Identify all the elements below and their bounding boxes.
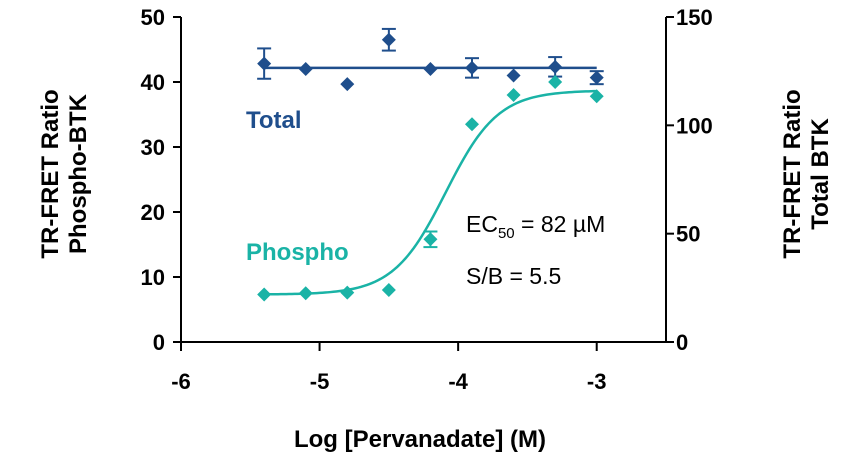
chart-axes: 0 10 20 30 40 50 0 50 100 150 -6 -5 -4 -3 — [141, 5, 713, 394]
data-point-phospho — [589, 89, 604, 104]
data-point-phospho — [423, 232, 438, 247]
y-right-tick-label: 0 — [676, 330, 688, 355]
series-label-total: Total — [246, 107, 302, 134]
data-point-total — [298, 62, 313, 76]
y-right-tick-label: 50 — [676, 222, 700, 247]
y-left-tick-label: 0 — [153, 330, 165, 355]
data-point-total — [548, 59, 563, 74]
y-axis-left-title-line1: TR-FRET Ratio — [37, 89, 64, 258]
data-point-total — [381, 32, 396, 47]
data-point-phospho — [381, 283, 396, 297]
ec50-value: = 82 µM — [515, 211, 606, 237]
y-left-tick-label: 40 — [141, 70, 165, 95]
data-point-phospho — [340, 285, 355, 300]
data-point-phospho — [506, 88, 521, 102]
series-label-phospho: Phospho — [246, 239, 349, 266]
data-point-total — [465, 60, 479, 75]
sb-annotation: S/B = 5.5 — [466, 263, 561, 289]
y-left-tick-label: 10 — [141, 265, 165, 290]
data-points — [257, 27, 604, 302]
ec50-subscript: 50 — [498, 225, 515, 242]
data-point-phospho — [548, 75, 563, 89]
y-right-tick-label: 100 — [676, 113, 713, 138]
x-tick-label: -3 — [587, 369, 607, 394]
data-point-phospho — [298, 286, 313, 301]
data-point-total — [257, 56, 272, 71]
ec50-annotation: EC50 = 82 µM — [466, 211, 605, 242]
x-tick-label: -6 — [171, 369, 191, 394]
x-tick-label: -5 — [310, 369, 330, 394]
y-left-tick-label: 30 — [141, 135, 165, 160]
y-right-tick-label: 150 — [676, 5, 713, 30]
x-axis-title: Log [Pervanadate] (M) — [294, 426, 546, 453]
y-axis-right-title-line2: Total BTK — [807, 118, 834, 230]
data-point-phospho — [465, 117, 479, 132]
ec50-prefix: EC — [466, 211, 498, 237]
data-point-total — [506, 68, 521, 83]
data-point-total — [340, 77, 355, 92]
fit-curve-phospho — [264, 89, 597, 296]
y-left-tick-label: 50 — [141, 5, 165, 30]
y-axis-left-title-line2: Phospho-BTK — [65, 93, 92, 254]
y-axis-right-title-line1: TR-FRET Ratio — [779, 89, 806, 258]
data-point-total — [423, 62, 438, 76]
y-left-tick-label: 20 — [141, 200, 165, 225]
data-point-total — [589, 70, 604, 85]
data-point-phospho — [257, 287, 272, 302]
x-tick-label: -4 — [448, 369, 468, 394]
